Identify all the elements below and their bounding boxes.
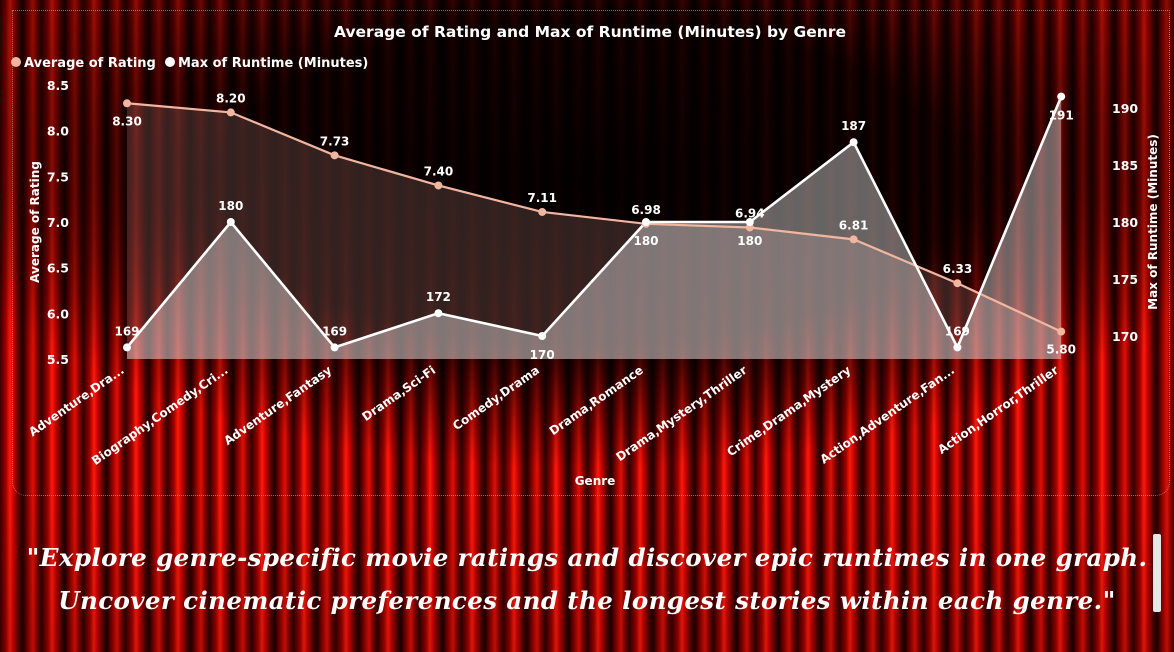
data-label-max-runtime: 170 xyxy=(530,348,555,362)
y-tick-left: 7.5 xyxy=(47,169,69,184)
data-label-average-rating: 6.33 xyxy=(943,262,973,276)
y-axis-right-title: Max of Runtime (Minutes) xyxy=(1146,134,1160,310)
x-tick-label: Action,Horror,Thriller xyxy=(935,363,1061,457)
data-label-max-runtime: 180 xyxy=(633,234,658,248)
y-tick-right: 170 xyxy=(1112,329,1138,344)
point-max-runtime xyxy=(538,332,547,340)
legend-label-max-runtime[interactable]: Max of Runtime (Minutes) xyxy=(178,56,368,71)
y-tick-left: 5.5 xyxy=(47,352,69,367)
y-axis-left-title: Average of Rating xyxy=(28,161,42,283)
x-tick-label: Drama,Romance xyxy=(547,363,646,438)
data-label-average-rating: 7.40 xyxy=(424,164,454,178)
point-max-runtime xyxy=(849,138,858,147)
data-label-average-rating: 6.81 xyxy=(839,218,869,232)
y-tick-right: 185 xyxy=(1112,158,1138,173)
point-average-rating xyxy=(434,181,443,190)
data-label-max-runtime: 180 xyxy=(737,234,762,248)
point-average-rating xyxy=(123,99,131,108)
point-average-rating xyxy=(745,223,754,232)
chart-marks: 5.5 6.0 6.5 7.0 7.5 8.0 8.5 170 175 180 185 190 8.30… xyxy=(26,78,1138,468)
y-tick-right: 175 xyxy=(1112,272,1138,287)
legend[interactable]: Average of Rating Max of Runtime (Minute… xyxy=(11,56,368,71)
legend-marker-max-runtime xyxy=(165,57,175,67)
line-max-runtime xyxy=(125,96,1063,351)
chart-title: Average of Rating and Max of Runtime (Mi… xyxy=(334,23,846,41)
x-tick-label: Drama,Sci-Fi xyxy=(359,363,438,424)
legend-label-average-rating[interactable]: Average of Rating xyxy=(24,56,156,71)
data-label-average-rating: 6.94 xyxy=(735,206,765,220)
line-average-rating xyxy=(126,102,1062,333)
data-label-average-rating: 7.73 xyxy=(320,134,350,148)
x-tick-label: Adventure,Dra... xyxy=(26,363,127,439)
data-label-average-rating: 5.80 xyxy=(1046,343,1076,357)
x-tick-label: Comedy,Drama xyxy=(450,363,542,433)
y-tick-left: 6.5 xyxy=(47,261,69,276)
x-axis-title: Genre xyxy=(575,474,616,488)
data-label-max-runtime: 169 xyxy=(945,324,970,338)
y-tick-left: 6.0 xyxy=(47,306,69,321)
data-label-average-rating: 6.98 xyxy=(631,203,661,217)
data-label-average-rating: 8.20 xyxy=(216,91,246,105)
tagline-quote: "Explore genre-specific movie ratings an… xyxy=(0,536,1174,622)
data-label-max-runtime: 169 xyxy=(114,324,139,338)
point-max-runtime xyxy=(953,343,962,352)
data-label-max-runtime: 191 xyxy=(1049,109,1074,123)
legend-marker-average-rating xyxy=(11,57,21,67)
point-max-runtime xyxy=(330,343,339,352)
point-average-rating xyxy=(226,108,235,117)
data-label-max-runtime: 187 xyxy=(841,119,866,133)
chart-panel[interactable] xyxy=(12,10,1170,496)
area-average-rating xyxy=(127,103,1062,360)
data-label-max-runtime: 180 xyxy=(218,199,243,213)
y-tick-right: 190 xyxy=(1112,101,1138,116)
point-max-runtime xyxy=(642,218,650,226)
background-shade xyxy=(0,482,1174,652)
point-max-runtime xyxy=(1057,92,1066,101)
x-tick-label: Adventure,Fantasy xyxy=(221,363,334,448)
data-label-average-rating: 7.11 xyxy=(527,191,557,205)
point-max-runtime xyxy=(123,343,131,352)
point-max-runtime xyxy=(745,218,754,226)
tagline-line-1: "Explore genre-specific movie ratings an… xyxy=(26,543,1148,572)
point-average-rating xyxy=(849,235,858,244)
tagline-line-2: Uncover cinematic preferences and the lo… xyxy=(58,586,1116,615)
point-average-rating xyxy=(1057,327,1066,336)
point-average-rating xyxy=(330,151,339,160)
scrollbar[interactable] xyxy=(1153,534,1161,612)
point-average-rating xyxy=(538,207,547,216)
data-label-max-runtime: 169 xyxy=(322,324,347,338)
y-tick-left: 8.0 xyxy=(47,124,69,139)
y-tick-left: 7.0 xyxy=(47,215,69,230)
y-tick-right: 180 xyxy=(1112,215,1138,230)
y-tick-left: 8.5 xyxy=(47,78,69,93)
point-average-rating xyxy=(953,279,962,288)
point-max-runtime xyxy=(434,309,443,318)
data-label-max-runtime: 172 xyxy=(426,290,451,304)
data-label-average-rating: 8.30 xyxy=(112,114,142,128)
point-max-runtime xyxy=(226,218,235,226)
